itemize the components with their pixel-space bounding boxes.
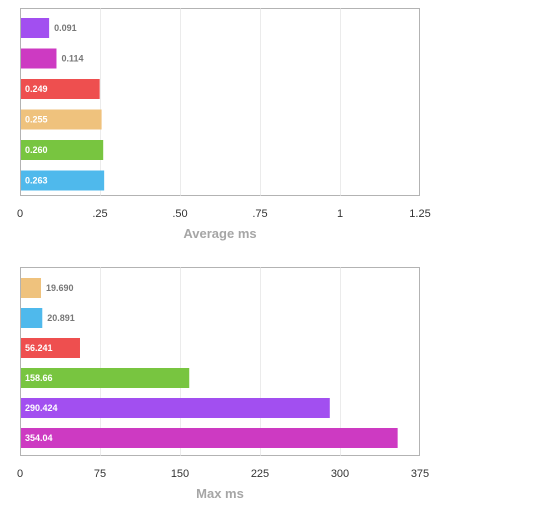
bar [21, 278, 42, 298]
x-tick-label: 1 [337, 208, 343, 220]
plot-frame [20, 267, 420, 456]
average-ms-chart: 0.091 0.114 0.249 0.255 0.260 0.263 0 .25 .50 .7… [17, 8, 431, 241]
bar [21, 109, 102, 130]
x-tick-label: .25 [92, 208, 107, 220]
bar-value-label: 0.260 [25, 145, 48, 155]
bar-value-label: 354.04 [25, 433, 53, 443]
bar-value-label: 290.424 [25, 403, 58, 413]
bar [21, 308, 43, 328]
bar [21, 170, 105, 191]
x-axis-title: Average ms [183, 226, 256, 241]
bar [21, 398, 330, 418]
x-tick-label: 1.25 [409, 208, 430, 220]
bar [21, 18, 50, 38]
x-tick-label: .75 [252, 208, 267, 220]
x-axis-title: Max ms [196, 486, 244, 501]
bars: 19.690 20.891 56.241 158.66 290.424 354.04 [21, 278, 398, 448]
bar-value-label: 0.114 [61, 54, 83, 64]
bar [21, 140, 104, 160]
bar-value-label: 0.091 [54, 23, 77, 33]
grid-lines [100, 8, 341, 196]
bar [21, 338, 80, 358]
plot-frame [20, 8, 420, 196]
x-tick-label: 75 [94, 468, 106, 480]
bar-value-label: 0.263 [25, 176, 48, 186]
bar [21, 79, 100, 99]
bar [21, 48, 57, 69]
x-tick-label: 300 [331, 468, 349, 480]
bar-value-label: 0.255 [25, 115, 48, 125]
x-tick-label: .50 [172, 208, 187, 220]
x-tick-label: 225 [251, 468, 269, 480]
x-tick-label: 375 [411, 468, 429, 480]
x-tick-labels: 0 75 150 225 300 375 [17, 468, 429, 480]
bar [21, 428, 398, 448]
bars: 0.091 0.114 0.249 0.255 0.260 0.263 [21, 18, 105, 191]
bar-value-label: 19.690 [46, 283, 74, 293]
x-tick-label: 0 [17, 208, 23, 220]
grid-lines [100, 267, 341, 456]
bar-value-label: 0.249 [25, 84, 48, 94]
bar-value-label: 20.891 [47, 313, 75, 323]
bar [21, 368, 190, 388]
x-tick-label: 150 [171, 468, 189, 480]
x-tick-labels: 0 .25 .50 .75 1 1.25 [17, 208, 431, 220]
max-ms-chart: 19.690 20.891 56.241 158.66 290.424 354.04 0 7… [17, 267, 429, 501]
bar-value-label: 158.66 [25, 373, 53, 383]
bar-value-label: 56.241 [25, 343, 53, 353]
x-tick-label: 0 [17, 468, 23, 480]
